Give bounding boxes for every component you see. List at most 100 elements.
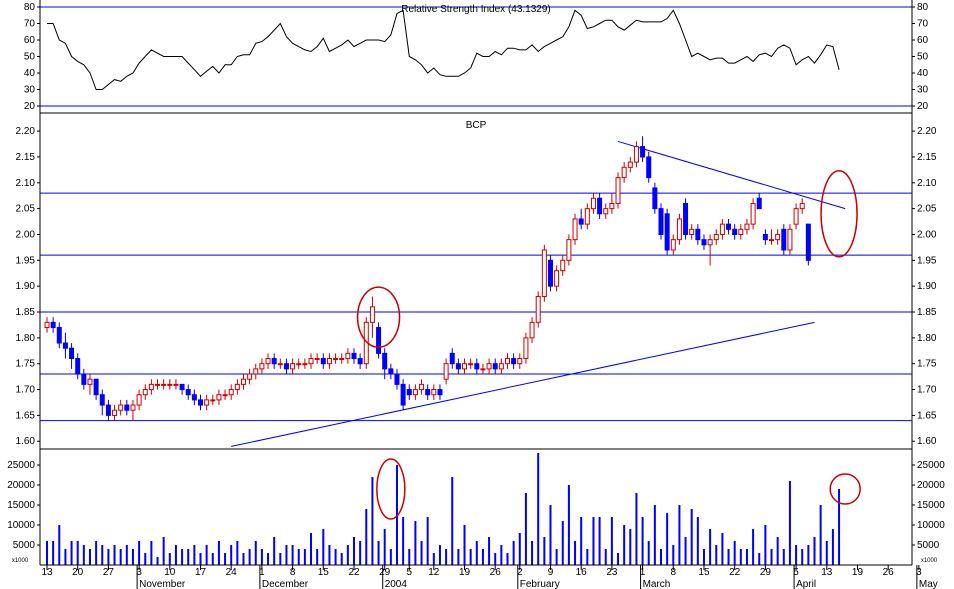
candle-body [345,352,351,360]
candle-body [615,177,621,204]
date-tick-label: 22 [348,567,360,578]
volume-bar [709,529,712,565]
candle-body [198,399,203,406]
rsi-tick-label-right: 60 [917,35,929,46]
candle-body [185,389,191,396]
candle-body [609,202,615,210]
candle-body [271,358,277,365]
volume-bar [199,553,202,565]
volume-tick-label-left: 10000 [7,520,35,531]
volume-bar [279,553,282,565]
volume-bar [617,553,620,565]
volume-bar [813,537,816,565]
candle-body [93,378,99,396]
candle-body [486,363,492,370]
candle-body [320,358,326,365]
date-tick-label: 8 [290,567,296,578]
volume-bar [310,533,313,565]
rsi-tick-label-right: 30 [917,85,929,96]
candle-body [769,239,775,242]
volume-bar [831,529,834,565]
candle-body [290,363,296,370]
candle-body [277,363,283,366]
volume-tick-label-right: 10000 [917,520,945,531]
volume-tick-label-left: 25000 [7,460,35,471]
rsi-tick-label-right: 80 [917,2,929,13]
volume-bar [672,545,675,565]
volume-bar [580,517,583,565]
price-tick-label-right: 2.00 [917,229,937,240]
candle-body [799,202,805,210]
date-tick-label: 20 [72,567,84,578]
volume-bar [224,553,227,565]
date-tick-label: 10 [164,567,176,578]
volume-bar [838,489,841,565]
date-tick-label: 3 [916,567,922,578]
price-tick-label-right: 2.10 [917,178,937,189]
volume-bar [125,545,128,565]
volume-bar [801,549,804,565]
price-tick-label-left: 1.90 [16,281,36,292]
candle-body [124,404,130,411]
candle-body [302,363,308,366]
volume-bar [524,493,527,565]
volume-bar [58,525,61,565]
volume-bar [715,545,718,565]
volume-bar [267,553,270,565]
date-tick-label: 29 [379,567,391,578]
volume-bar [549,505,552,565]
volume-bar [156,557,159,565]
highlight-ellipse [356,286,401,348]
rsi-tick-label-right: 70 [917,19,929,30]
volume-bar [242,553,245,565]
candle-body [308,358,314,365]
candle-body [240,378,246,385]
candle-body [603,208,609,215]
volume-bar [463,525,466,565]
volume-bar [46,541,48,565]
candle-body [713,233,719,241]
volume-bar [144,553,147,565]
volume-bar [187,549,190,565]
volume-bar [574,541,577,565]
trendline [617,140,846,210]
volume-bar [113,545,116,565]
volume-bar [70,541,73,565]
rsi-tick-label-right: 50 [917,52,929,63]
volume-bar [481,549,484,565]
volume-bar [745,549,748,565]
price-tick-label-left: 2.15 [16,152,36,163]
volume-bar [629,529,632,565]
candle-body [658,208,664,235]
candle-body [676,218,682,241]
volume-bar [408,549,411,565]
price-tick-label-left: 1.75 [16,359,36,370]
candle-body [75,358,81,375]
candle-body [805,223,811,261]
volume-bar [181,549,184,565]
price-tick-label-right: 1.70 [917,385,937,396]
volume-bar [211,553,214,565]
volume-bar [488,537,491,565]
volume-bar [230,545,233,565]
volume-bar [457,549,460,565]
date-tick-label: 12 [428,567,440,578]
volume-bar [217,541,220,565]
candle-body [105,404,111,416]
candle-body [793,208,799,225]
volume-tick-label-left: 5000 [13,540,36,551]
candle-body [394,373,400,385]
candle-body [228,389,234,396]
candle-body [781,228,787,251]
candle-body [529,321,535,339]
rsi-tick-label-left: 50 [24,52,36,63]
highlight-ellipse [829,473,861,505]
price-tick-label-left: 2.10 [16,178,36,189]
volume-unit-left: x1000 [12,558,29,564]
rsi-tick-label-right: 40 [917,68,929,79]
candle-body [369,306,375,323]
volume-bar [770,549,773,565]
candle-body [253,368,259,375]
volume-bar [236,541,239,565]
date-tick-label: 1 [640,567,646,578]
